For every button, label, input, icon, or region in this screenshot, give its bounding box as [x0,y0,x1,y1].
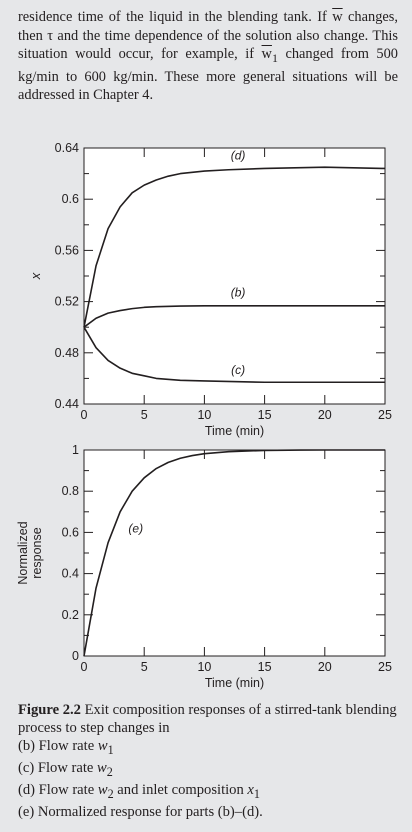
caption-item-c: (c) Flow rate w2 [18,759,402,781]
w-overbar-symbol: w [332,9,343,25]
composition-chart: 0 5 10 15 20 25 0.44 0.48 0.52 0.56 0.6 0.64 (d) (b) (… [28,141,392,438]
caption-label: Figure 2.2 [18,702,81,718]
figure-caption: Figure 2.2 Exit composition responses of… [18,701,402,821]
caption-item-var: w [97,781,108,798]
x-tick-label: 20 [318,660,332,674]
y-tick-label: 0.8 [62,484,79,498]
caption-item-text: (c) Flow rate [18,759,98,776]
y-tick-label: 0.6 [62,192,79,206]
caption-item-var: w [97,759,107,776]
caption-title: Exit composition responses of a stirred-… [18,702,397,736]
y-axis-label: Normalized [16,521,30,584]
y-tick-label: 0.48 [55,346,79,360]
caption-item-text: (b) Flow rate [18,738,98,754]
caption-item-var: w [97,738,108,754]
x-tick-label: 0 [81,408,88,422]
x-tick-label: 25 [378,408,392,422]
caption-item-sub: 1 [253,786,260,801]
series-label: (e) [128,521,143,535]
series-label: (c) [231,363,245,377]
y-tick-label: 0 [72,649,79,663]
plot-area [83,449,386,657]
y-axis-label: response [30,527,44,578]
x-tick-label: 0 [81,660,88,674]
w1-subscript: 1 [271,51,278,66]
figure-charts: 0 5 10 15 20 250.440.480.520.560.60.64(d)(b)(… [16,141,392,690]
caption-item-b: (b) Flow rate w1 [18,737,402,759]
intro-line-3: changed from 500 kg/min to 600 kg/min. T… [18,46,398,104]
w1-overbar-symbol: w [261,46,272,63]
caption-item-d: (d) Flow rate w2 and inlet composition x… [18,781,402,803]
y-tick-label: 0.6 [62,525,79,539]
intro-paragraph: residence time of the liquid in the blen… [18,8,398,105]
series-label: (b) [231,285,246,299]
y-tick-label: 0.64 [55,141,79,155]
y-tick-label: 1 [72,443,79,457]
y-axis-label: x [28,272,43,280]
y-tick-label: 0.44 [55,397,79,411]
x-tick-label: 15 [258,660,272,674]
x-axis-label: Time (min) [205,676,264,690]
series-line [83,449,385,657]
intro-line-2: changes, then τ and the time dependence … [18,9,398,63]
x-axis-label: Time (min) [205,424,264,438]
y-tick-label: 0.2 [62,608,79,622]
x-tick-label: 15 [258,408,272,422]
caption-item-var: x [247,781,254,798]
x-tick-label: 5 [141,408,148,422]
caption-item-sub: 2 [107,786,114,801]
series-label: (d) [231,149,246,163]
series-line [83,166,386,328]
intro-line-1: residence time of the liquid in the blen… [18,9,333,25]
normalized-response-chart: 0 5 10 15 20 25 0 0.2 0.4 0.6 0.8 1 (e) Time (min) Nor… [16,443,392,690]
series-line [83,305,385,328]
caption-item-e: (e) Normalized response for parts (b)–(d… [18,803,402,821]
y-tick-label: 0.56 [55,243,79,257]
x-tick-label: 10 [197,408,211,422]
x-tick-label: 20 [318,408,332,422]
x-tick-label: 5 [141,660,148,674]
y-tick-label: 0.4 [62,567,79,581]
caption-item-text: (e) Normalized response for parts (b)–(d… [18,803,263,820]
x-tick-label: 25 [378,660,392,674]
caption-item-text: and inlet composition [113,781,248,798]
x-tick-label: 10 [197,660,211,674]
y-tick-label: 0.52 [55,295,79,309]
caption-item-sub: 1 [107,742,114,757]
caption-item-sub: 2 [106,764,113,779]
series-line [83,326,385,384]
caption-item-text: (d) Flow rate [18,781,98,798]
